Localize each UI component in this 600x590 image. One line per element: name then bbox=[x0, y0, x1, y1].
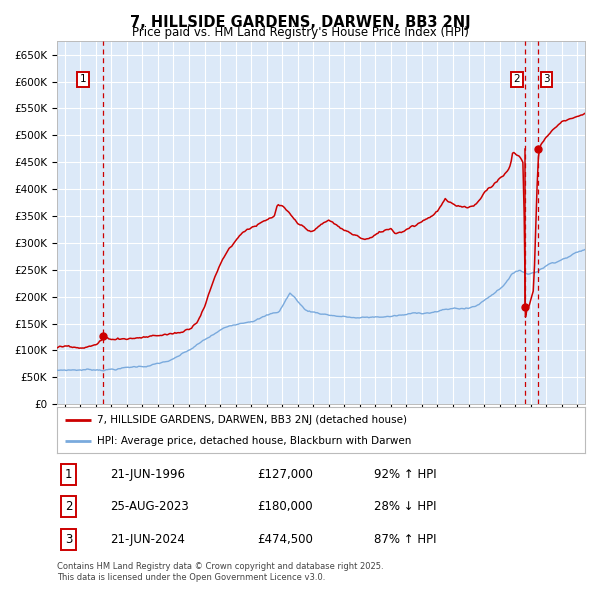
Text: 1: 1 bbox=[65, 468, 73, 481]
Text: 92% ↑ HPI: 92% ↑ HPI bbox=[374, 468, 436, 481]
Text: 28% ↓ HPI: 28% ↓ HPI bbox=[374, 500, 436, 513]
Text: 87% ↑ HPI: 87% ↑ HPI bbox=[374, 533, 436, 546]
Text: 21-JUN-1996: 21-JUN-1996 bbox=[110, 468, 185, 481]
Text: Price paid vs. HM Land Registry's House Price Index (HPI): Price paid vs. HM Land Registry's House … bbox=[131, 26, 469, 39]
Text: 25-AUG-2023: 25-AUG-2023 bbox=[110, 500, 188, 513]
Text: 7, HILLSIDE GARDENS, DARWEN, BB3 2NJ (detached house): 7, HILLSIDE GARDENS, DARWEN, BB3 2NJ (de… bbox=[97, 415, 407, 425]
Text: £474,500: £474,500 bbox=[257, 533, 314, 546]
Text: 21-JUN-2024: 21-JUN-2024 bbox=[110, 533, 185, 546]
Text: 2: 2 bbox=[514, 74, 520, 84]
Text: 1: 1 bbox=[80, 74, 86, 84]
Text: £180,000: £180,000 bbox=[257, 500, 313, 513]
Text: 7, HILLSIDE GARDENS, DARWEN, BB3 2NJ: 7, HILLSIDE GARDENS, DARWEN, BB3 2NJ bbox=[130, 15, 470, 30]
Text: 2: 2 bbox=[65, 500, 73, 513]
Text: Contains HM Land Registry data © Crown copyright and database right 2025.
This d: Contains HM Land Registry data © Crown c… bbox=[57, 562, 383, 582]
Text: HPI: Average price, detached house, Blackburn with Darwen: HPI: Average price, detached house, Blac… bbox=[97, 435, 411, 445]
Text: 3: 3 bbox=[65, 533, 73, 546]
Text: 3: 3 bbox=[543, 74, 550, 84]
Text: £127,000: £127,000 bbox=[257, 468, 314, 481]
